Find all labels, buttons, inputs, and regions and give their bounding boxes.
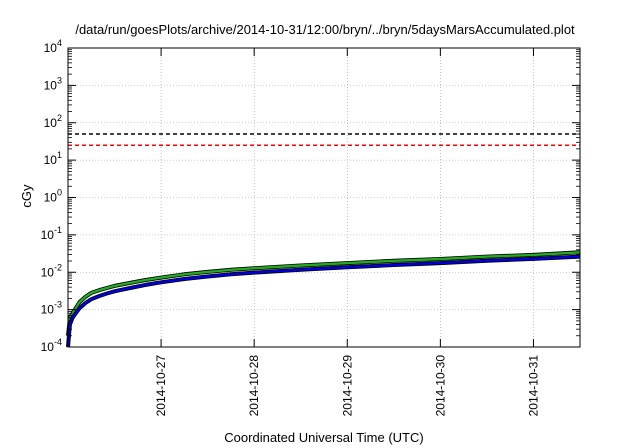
series-line bbox=[66, 251, 581, 336]
x-axis-label: Coordinated Universal Time (UTC) bbox=[224, 430, 423, 445]
y-tick-label: 10-3 bbox=[41, 300, 62, 317]
y-axis: 10-4 10-3 10-2 10-1 100 101 102 103 104 bbox=[41, 38, 580, 354]
series-group bbox=[66, 250, 581, 348]
x-tick-label: 2014-10-30 bbox=[433, 355, 447, 417]
series-outline bbox=[66, 254, 581, 348]
grid bbox=[68, 48, 580, 347]
threshold-lines bbox=[68, 133, 580, 147]
y-tick-label: 100 bbox=[44, 188, 62, 205]
x-tick-label: 2014-10-31 bbox=[526, 355, 540, 417]
y-tick-label: 102 bbox=[44, 113, 62, 130]
chart-title: /data/run/goesPlots/archive/2014-10-31/1… bbox=[75, 22, 575, 37]
y-tick-label: 103 bbox=[44, 75, 62, 92]
y-tick-label: 101 bbox=[44, 150, 62, 167]
y-tick-label: 10-2 bbox=[41, 262, 62, 279]
x-tick-label: 2014-10-29 bbox=[340, 355, 354, 417]
y-axis-label: cGy bbox=[19, 184, 34, 208]
series-line bbox=[66, 255, 581, 348]
x-tick-label: 2014-10-28 bbox=[247, 355, 261, 417]
x-tick-label: 2014-10-27 bbox=[154, 355, 168, 417]
x-axis: 2014-10-27 2014-10-28 2014-10-29 2014-10-30… bbox=[154, 48, 540, 416]
y-tick-label: 10-1 bbox=[41, 225, 62, 242]
y-tick-label: 104 bbox=[44, 38, 62, 55]
y-tick-label: 10-4 bbox=[41, 337, 62, 354]
